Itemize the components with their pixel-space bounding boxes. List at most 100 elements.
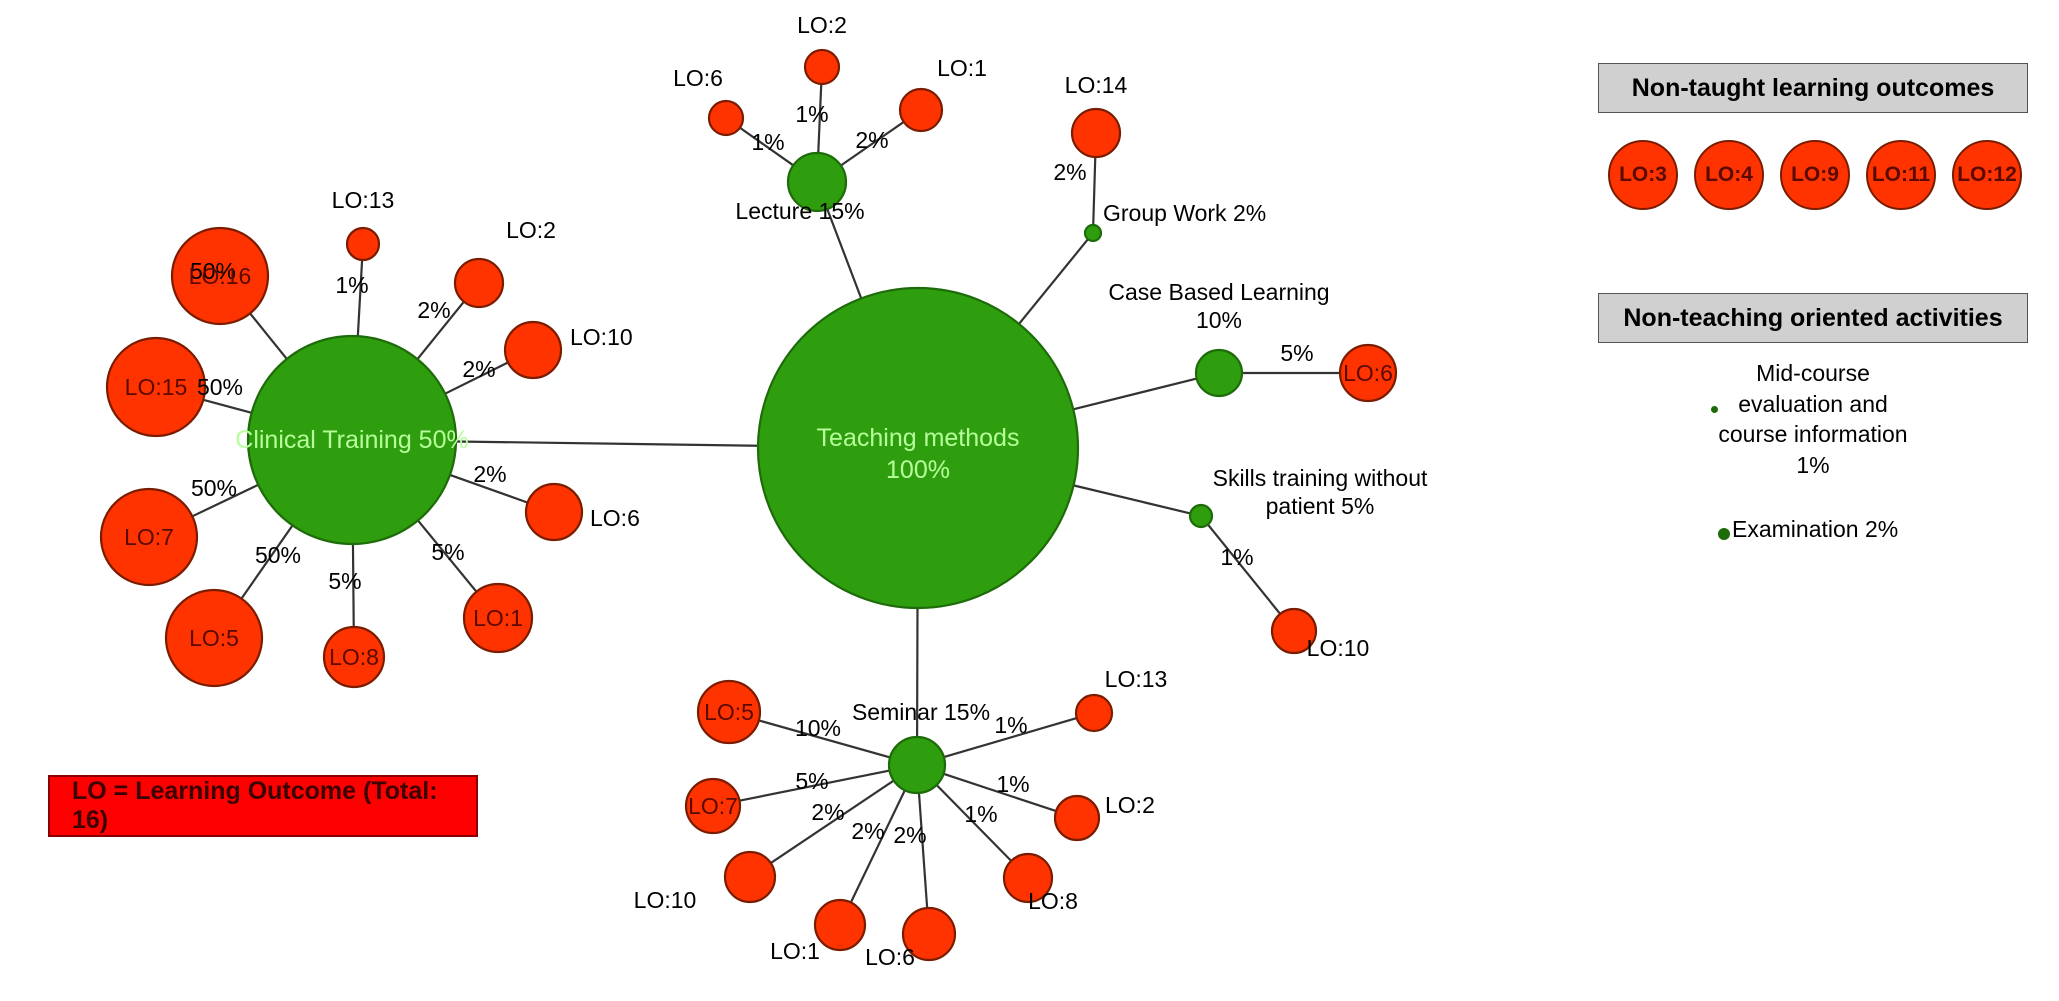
edge-pct-clinical-training-4: 50% — [197, 374, 243, 400]
label-seminar: Seminar 15% — [852, 699, 990, 725]
edge-pct-seminar-3: 1% — [996, 771, 1029, 797]
node-seminar[interactable] — [887, 735, 947, 795]
node-lo-lo5-clinical-training[interactable] — [164, 588, 264, 688]
edge-clinical-training-LO6-5 — [449, 473, 528, 504]
node-lo-lo7-clinical-training[interactable] — [99, 487, 199, 587]
edge-root-group-work — [1018, 238, 1089, 325]
edge-root-clinical-training — [455, 440, 759, 447]
edge-seminar-LO1-5 — [849, 789, 906, 903]
edge-pct-clinical-training-2: 2% — [417, 297, 450, 323]
edge-seminar-LO13-1 — [943, 717, 1078, 759]
node-lo-lo14-group-work[interactable] — [1070, 107, 1122, 159]
edge-skills-training-LO10-0 — [1207, 523, 1282, 615]
lo-label-seminar-0: LO:5 — [704, 699, 754, 725]
node-layer — [99, 48, 1398, 962]
node-lo-lo2-clinical-training[interactable] — [453, 257, 505, 309]
edge-clinical-training-LO16-0 — [249, 312, 288, 360]
edge-clinical-training-LO2-2 — [416, 300, 465, 360]
node-lo-lo6-clinical-training[interactable] — [524, 482, 584, 542]
node-lo-lo16-clinical-training[interactable] — [170, 226, 270, 326]
node-group-work[interactable] — [1083, 223, 1103, 243]
label-case-based-learning-line1: Case Based Learning — [1108, 279, 1329, 305]
lo-label-seminar-3: LO:2 — [1105, 792, 1155, 818]
edge-root-lecture — [826, 208, 863, 299]
node-skills-training[interactable] — [1188, 503, 1214, 529]
green-dot-icon — [1718, 528, 1730, 540]
edge-seminar-LO6-6 — [917, 792, 929, 909]
lo-label-clinical-training-5: LO:6 — [590, 505, 640, 531]
non-taught-lo-lo11[interactable]: LO:11 — [1866, 140, 1936, 210]
non-taught-row: LO:3 LO:4 LO:9 LO:11 LO:12 — [1598, 140, 2028, 210]
edge-pct-clinical-training-7: 5% — [431, 539, 464, 565]
edge-pct-lecture-2: 2% — [855, 127, 888, 153]
edge-pct-seminar-4: 2% — [811, 799, 844, 825]
label-skills-training-line1: Skills training without — [1213, 465, 1428, 491]
teaching-methods-label: Teaching methods — [817, 424, 1020, 452]
edge-group-work-LO14-0 — [1092, 156, 1097, 226]
edge-seminar-LO7-2 — [739, 769, 890, 802]
label-group-work: Group Work 2% — [1103, 200, 1266, 226]
lo-label-clinical-training-4: LO:15 — [125, 374, 188, 400]
node-lo-lo2-lecture[interactable] — [803, 48, 841, 86]
edge-pct-seminar-5: 2% — [851, 818, 884, 844]
lo-label-clinical-training-8: LO:5 — [189, 625, 239, 651]
node-lecture[interactable] — [786, 151, 848, 213]
lo-label-lecture-1: LO:2 — [797, 12, 847, 38]
lo-label-lecture-2: LO:1 — [937, 55, 987, 81]
edge-pct-clinical-training-6: 50% — [191, 475, 237, 501]
examination-label: Examination 2% — [1732, 516, 1899, 542]
edge-pct-group-work-0: 2% — [1053, 159, 1086, 185]
node-lo-lo6-case-based-learning[interactable] — [1338, 343, 1398, 403]
edge-pct-seminar-0: 10% — [795, 715, 841, 741]
node-lo-lo10-clinical-training[interactable] — [503, 320, 563, 380]
non-taught-lo-lo4[interactable]: LO:4 — [1694, 140, 1764, 210]
node-lo-lo10-seminar[interactable] — [723, 850, 777, 904]
node-lo-lo13-seminar[interactable] — [1074, 693, 1114, 733]
edge-pct-clinical-training-0: 50% — [190, 258, 236, 284]
node-lo-lo1-seminar[interactable] — [813, 898, 867, 952]
lo-label-case-based-learning-0: LO:6 — [1343, 360, 1393, 386]
node-lo-lo1-clinical-training[interactable] — [462, 582, 534, 654]
edge-lecture-LO1-2 — [840, 121, 905, 167]
edge-pct-seminar-2: 5% — [795, 768, 828, 794]
edge-pct-clinical-training-8: 50% — [255, 542, 301, 568]
edge-pct-lecture-0: 1% — [751, 129, 784, 155]
edge-pct-clinical-training-3: 2% — [462, 356, 495, 382]
mid-course-line-0: Mid-course — [1756, 360, 1870, 386]
edge-clinical-training-LO13-1 — [356, 259, 364, 337]
node-lo-lo7-seminar[interactable] — [684, 777, 742, 835]
node-teaching-methods[interactable] — [756, 286, 1080, 610]
lo-label-clinical-training-3: LO:10 — [570, 324, 633, 350]
edge-pct-case-based-learning-0: 5% — [1280, 340, 1313, 366]
edge-lecture-LO6-0 — [739, 126, 794, 167]
edge-pct-skills-training-0: 1% — [1220, 544, 1253, 570]
node-lo-lo13-clinical-training[interactable] — [345, 226, 381, 262]
node-lo-lo1-lecture[interactable] — [898, 87, 944, 133]
non-taught-lo-lo12[interactable]: LO:12 — [1952, 140, 2022, 210]
node-clinical-training[interactable] — [246, 334, 458, 546]
edge-seminar-LO10-4 — [770, 779, 895, 864]
lo-legend-text: LO = Learning Outcome (Total: 16) — [72, 777, 438, 834]
lo-label-clinical-training-0: LO:16 — [189, 263, 252, 289]
node-lo-lo6-seminar[interactable] — [901, 906, 957, 962]
edge-clinical-training-LO5-8 — [240, 524, 294, 600]
lo-label-skills-training-0: LO:10 — [1307, 635, 1370, 661]
lo-label-seminar-1: LO:13 — [1105, 666, 1168, 692]
node-lo-lo6-lecture[interactable] — [707, 99, 745, 137]
node-case-based-learning[interactable] — [1194, 348, 1244, 398]
label-clinical-training: Clinical Training 50% — [235, 426, 468, 454]
lo-label-seminar-5: LO:1 — [770, 938, 820, 964]
mid-course-line-1: evaluation and — [1738, 390, 1888, 417]
edge-layer — [191, 83, 1340, 909]
non-taught-lo-lo3[interactable]: LO:3 — [1608, 140, 1678, 210]
edge-clinical-training-LO15-4 — [203, 398, 252, 414]
node-lo-lo8-clinical-training[interactable] — [322, 625, 386, 689]
node-lo-lo10-skills-training[interactable] — [1270, 607, 1318, 655]
node-lo-lo15-clinical-training[interactable] — [105, 336, 207, 438]
node-lo-lo2-seminar[interactable] — [1053, 794, 1101, 842]
node-lo-lo8-seminar[interactable] — [1002, 852, 1054, 904]
node-lo-lo5-seminar[interactable] — [696, 679, 762, 745]
non-taught-lo-lo9[interactable]: LO:9 — [1780, 140, 1850, 210]
